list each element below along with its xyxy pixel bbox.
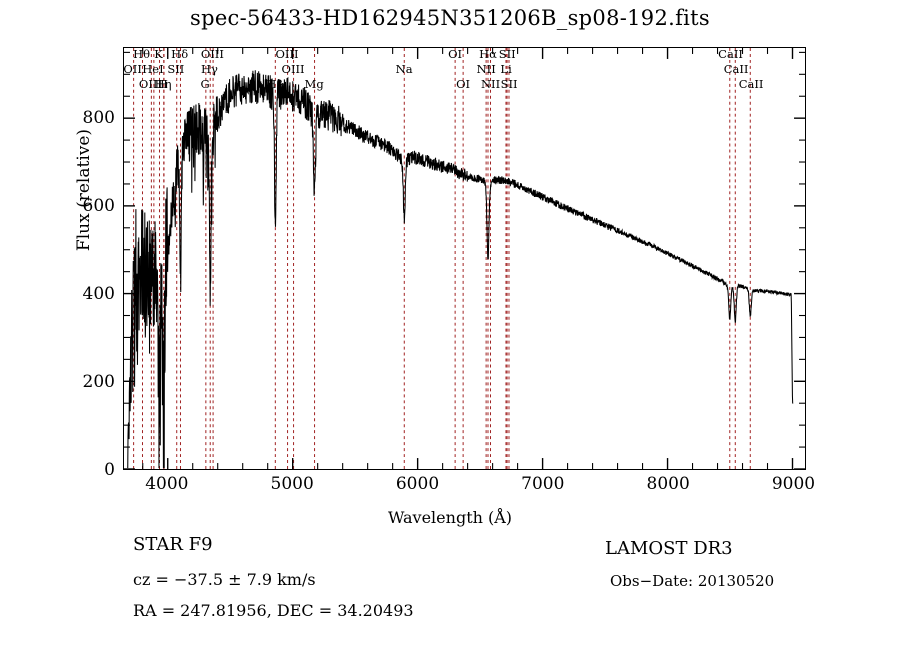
x-tick-label: 8000 xyxy=(646,474,690,494)
object-class-and-type: STAR F9 xyxy=(133,534,213,555)
y-axis-tick-labels: 0 200 400 600 800 xyxy=(0,47,115,481)
radial-velocity-text: cz = −37.5 ± 7.9 km/s xyxy=(133,570,316,589)
y-tick-label: 400 xyxy=(82,283,115,304)
coordinates-text: RA = 247.81956, DEC = 34.20493 xyxy=(133,601,414,620)
y-tick-marks xyxy=(124,51,805,469)
x-axis-title: Wavelength (Å) xyxy=(387,508,513,527)
x-tick-marks xyxy=(142,48,794,469)
x-tick-label: 4000 xyxy=(145,474,189,494)
page-title: spec-56433-HD162945N351206B_sp08-192.fit… xyxy=(190,6,710,30)
y-tick-label: 0 xyxy=(104,460,115,480)
x-axis-tick-labels: 4000 5000 6000 7000 8000 9000 xyxy=(123,474,815,498)
x-tick-label: 7000 xyxy=(521,474,565,494)
survey-label: LAMOST DR3 xyxy=(605,538,733,559)
x-tick-label: 6000 xyxy=(395,474,440,494)
spectrum-plot-area xyxy=(123,47,806,470)
x-tick-label: 9000 xyxy=(771,474,816,494)
spectrum-trace xyxy=(128,70,793,468)
spectrum-canvas xyxy=(124,48,805,469)
x-tick-label: 5000 xyxy=(270,474,314,494)
y-tick-label: 600 xyxy=(82,195,115,216)
observation-date: Obs−Date: 20130520 xyxy=(610,572,775,590)
y-tick-label: 200 xyxy=(82,371,115,392)
y-tick-label: 800 xyxy=(82,107,115,128)
